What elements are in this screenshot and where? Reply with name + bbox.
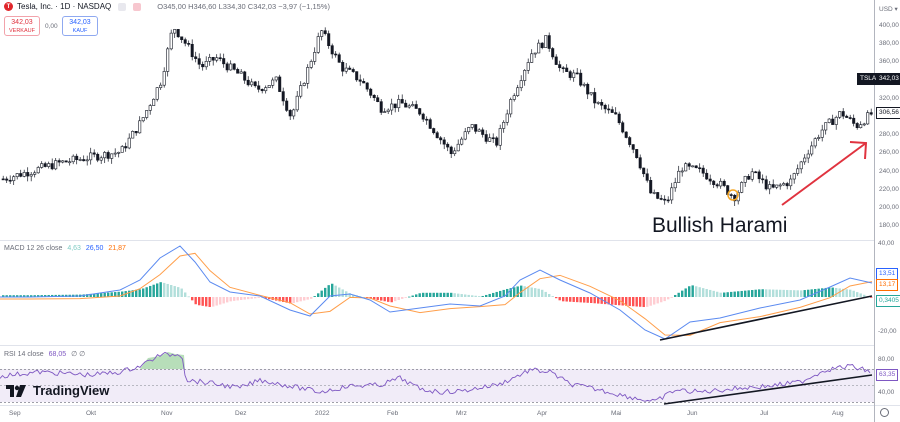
settings-gear-icon[interactable] [880, 408, 889, 417]
macd-legend[interactable]: MACD 12 26 close 4,63 26,50 21,87 [4, 245, 126, 252]
macd-histogram [2, 282, 873, 308]
tradingview-wordmark: TradingView [33, 383, 110, 398]
rsi-overbought-fill [140, 352, 185, 369]
rsi-extra-values: ∅ ∅ [71, 351, 86, 358]
rsi-axis-tick: 40,00 [878, 389, 895, 396]
price-tick: 280,00 [879, 131, 899, 139]
macd-trendline [659, 295, 873, 341]
buy-price: 342,03 [69, 19, 91, 26]
tradingview-logo[interactable]: TradingView [6, 383, 109, 398]
price-tick: 260,00 [879, 149, 899, 157]
time-label: Mai [611, 410, 622, 417]
time-label: 2022 [315, 410, 330, 417]
pattern-annotation[interactable]: Bullish Harami [652, 214, 788, 237]
macd-label: MACD 12 26 close [4, 245, 63, 252]
up-arrow-icon [781, 141, 868, 206]
symbol-tag: TSLA [857, 73, 880, 85]
last-price-tag: 342,03 [876, 73, 900, 85]
time-label: Jul [760, 410, 769, 417]
rsi-line [0, 351, 871, 402]
time-label: Jun [687, 410, 698, 417]
price-tick: 380,00 [879, 40, 899, 48]
crosshair-price-tag: 306,56 [876, 107, 900, 119]
tradingview-logo-icon [6, 384, 26, 397]
symbol-legend[interactable]: T Tesla, Inc. · 1D · NASDAQ O345,00 H346… [4, 2, 330, 11]
price-tick: 200,00 [879, 204, 899, 211]
time-label: Feb [387, 410, 399, 417]
currency-selector[interactable]: USD ▾ [879, 6, 898, 13]
price-tick: 400,00 [879, 22, 899, 29]
rsi-legend[interactable]: RSI 14 close 68,05 ∅ ∅ [4, 350, 85, 358]
rsi-value-tag: 63,35 [876, 369, 899, 381]
time-label: Dez [235, 410, 247, 417]
macd-line [0, 245, 873, 340]
low-value: L334,30 [218, 2, 246, 11]
indicator-toggle-icon[interactable] [133, 2, 142, 11]
currency-label: USD [879, 6, 893, 13]
collapse-button[interactable] [118, 2, 127, 11]
buy-label: KAUF [72, 28, 88, 34]
time-label: Nov [161, 410, 173, 417]
rsi-label: RSI 14 close [4, 351, 44, 358]
rsi-axis-tick: 80,00 [878, 356, 895, 363]
rsi-value: 68,05 [48, 351, 67, 358]
symbol-title[interactable]: Tesla, Inc. · 1D · NASDAQ [17, 2, 112, 11]
rsi-trendline [663, 374, 873, 405]
high-value: H346,60 [188, 2, 217, 11]
time-label: Sep [9, 410, 21, 417]
macd-value: 26,50 [85, 245, 104, 252]
price-tick: 240,00 [879, 167, 899, 175]
sell-button[interactable]: 342,03 VERKAUF [4, 16, 40, 36]
harami-marker-icon [727, 189, 739, 201]
macd-signal-tag: 13,17 [876, 279, 899, 291]
sell-label: VERKAUF [9, 28, 35, 34]
spread-value: 0,00 [45, 23, 58, 30]
macd-axis-tick: -20,00 [878, 328, 897, 335]
macd-hist-value: 4,63 [67, 245, 81, 252]
macd-hist-tag: 0,3405 [876, 295, 900, 307]
price-tick: 360,00 [879, 58, 899, 66]
macd-axis-tick: 40,00 [878, 240, 895, 247]
price-tick: 180,00 [879, 222, 899, 230]
buy-button[interactable]: 342,03 KAUF [62, 16, 98, 36]
time-label: Apr [537, 410, 548, 417]
price-candles [1, 27, 873, 207]
open-value: O345,00 [157, 2, 187, 11]
ohlc-values: O345,00 H346,60 L334,30 C342,03 −3,97 (−… [157, 2, 330, 11]
tesla-logo-icon: T [4, 2, 13, 11]
price-tick: 220,00 [879, 185, 899, 193]
time-label: Okt [86, 410, 97, 417]
change-value: −3,97 (−1,15%) [278, 2, 330, 11]
time-label: Mrz [456, 410, 467, 417]
time-label: Aug [832, 410, 844, 417]
price-tick: 320,00 [879, 94, 899, 102]
close-value: C342,03 [247, 2, 277, 11]
macd-signal-value: 21,87 [108, 245, 126, 252]
sell-price: 342,03 [11, 19, 33, 26]
